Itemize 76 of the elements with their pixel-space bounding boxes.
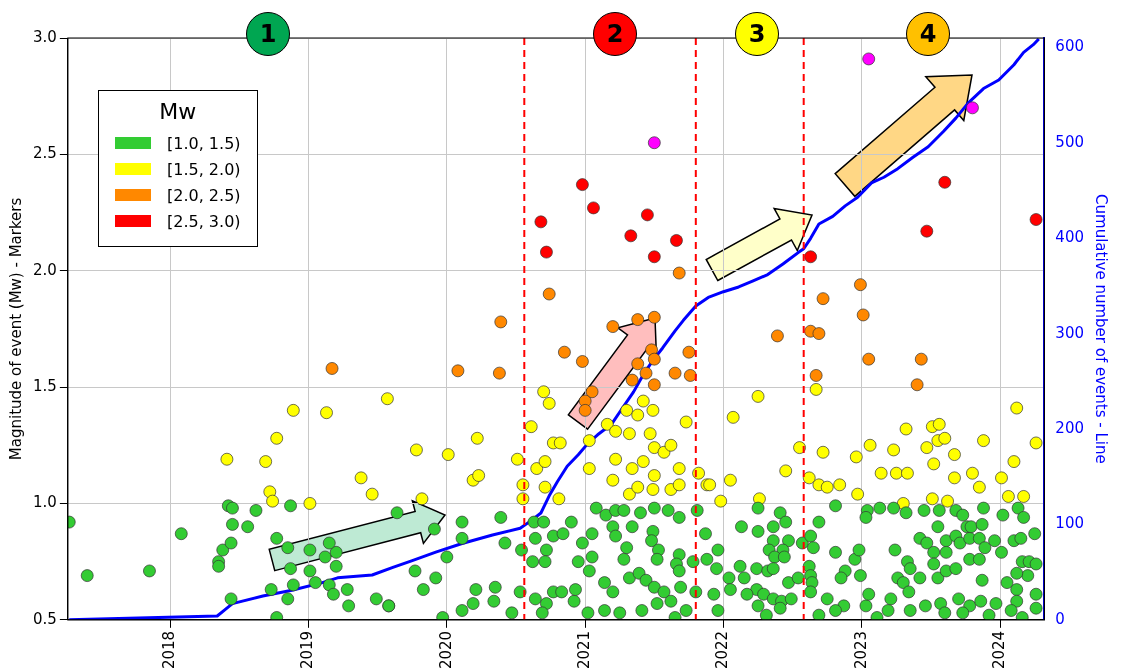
point	[631, 313, 645, 326]
point	[493, 366, 506, 380]
y2-axis-title: Cumulative number of events - Line	[1092, 194, 1111, 464]
point	[809, 369, 823, 382]
point	[631, 357, 645, 371]
y2-tick-label: 200	[1055, 418, 1085, 437]
point	[914, 352, 928, 366]
legend-title: Mw	[158, 99, 198, 124]
legend-label: [2.5, 3.0)	[167, 211, 241, 231]
y2-tick-label: 100	[1055, 514, 1085, 533]
y2-tick-label: 500	[1055, 132, 1085, 151]
point	[625, 373, 639, 387]
point	[856, 308, 870, 322]
y2-tick-label: 300	[1055, 323, 1085, 342]
y-tick-label: 3.0	[33, 27, 57, 46]
y-axis-title: Magnitude of event (Mw) - Markers	[6, 197, 25, 461]
y-tick-label: 2.5	[33, 144, 57, 163]
y-tick-label: 1.0	[33, 493, 57, 512]
point	[647, 310, 661, 324]
point	[540, 245, 553, 259]
point	[647, 352, 661, 366]
legend-label: [1.0, 1.5)	[167, 133, 241, 153]
numbered-circle: 4	[906, 12, 950, 56]
point	[668, 366, 682, 380]
point	[910, 378, 924, 392]
point	[812, 327, 826, 340]
x-tick-label: 2020	[436, 630, 455, 670]
point	[682, 345, 696, 359]
point	[966, 101, 979, 115]
point	[683, 369, 697, 382]
legend-label: [1.5, 2.0)	[167, 159, 241, 179]
y2-tick-label: 400	[1055, 228, 1085, 247]
point	[647, 378, 661, 392]
point	[862, 352, 876, 366]
point	[647, 250, 661, 264]
x-tick-label: 2022	[713, 630, 732, 670]
legend-label: [2.0, 2.5)	[167, 185, 241, 205]
point	[534, 215, 548, 229]
point	[938, 175, 952, 189]
y-tick-label: 0.5	[33, 609, 57, 628]
numbered-circle: 3	[735, 12, 779, 56]
x-tick-label: 2024	[990, 630, 1008, 670]
point	[862, 52, 876, 66]
point	[1029, 213, 1043, 226]
point	[920, 224, 934, 238]
point	[606, 320, 620, 333]
point	[641, 208, 654, 222]
point	[816, 292, 830, 306]
point	[576, 178, 589, 191]
y2-tick-label: 600	[1055, 37, 1085, 56]
point	[558, 345, 571, 359]
point	[639, 366, 653, 380]
point	[576, 355, 589, 368]
y2-tick-label: 0	[1055, 609, 1065, 628]
point	[854, 278, 867, 292]
y-tick-label: 1.5	[33, 376, 57, 395]
x-tick-label: 2019	[298, 630, 317, 670]
numbered-circle: 1	[246, 12, 290, 56]
x-tick-label: 2018	[160, 630, 179, 670]
point	[494, 315, 508, 329]
point	[672, 266, 686, 280]
point	[578, 404, 592, 417]
x-tick-label: 2023	[851, 630, 870, 670]
point	[587, 201, 600, 215]
point	[771, 329, 784, 343]
point	[585, 385, 599, 399]
point	[670, 234, 683, 247]
point	[624, 229, 638, 243]
y-tick-label: 2.0	[33, 260, 57, 279]
point	[451, 364, 465, 378]
numbered-circle: 2	[593, 12, 637, 56]
point	[804, 250, 817, 264]
point	[647, 136, 661, 150]
point	[542, 287, 556, 301]
x-tick-label: 2021	[575, 630, 594, 670]
point	[325, 362, 339, 375]
